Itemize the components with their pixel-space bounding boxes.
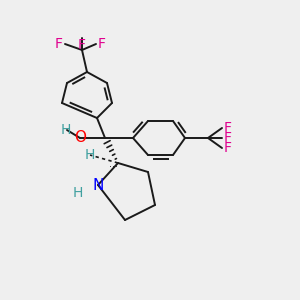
Text: H: H — [85, 148, 95, 162]
Text: F: F — [78, 38, 86, 52]
Text: H: H — [61, 123, 71, 137]
Text: F: F — [224, 141, 232, 155]
Text: O: O — [74, 130, 86, 146]
Text: F: F — [224, 121, 232, 135]
Text: ···: ··· — [110, 162, 118, 172]
Text: F: F — [55, 37, 63, 51]
Text: N: N — [92, 178, 104, 193]
Text: F: F — [98, 37, 106, 51]
Text: H: H — [73, 186, 83, 200]
Text: F: F — [224, 131, 232, 145]
